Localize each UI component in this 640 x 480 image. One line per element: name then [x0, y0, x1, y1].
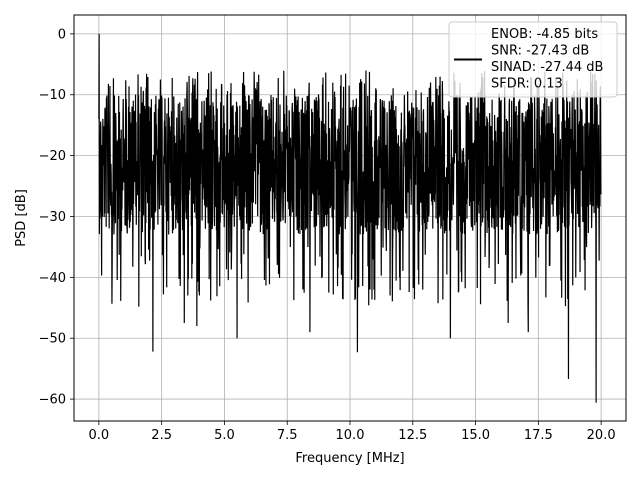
- x-tick-label: 2.5: [151, 428, 172, 443]
- x-tick-label: 5.0: [214, 428, 235, 443]
- y-tick-label: −30: [39, 210, 66, 225]
- legend-box: [448, 21, 618, 98]
- legend: ENOB: -4.85 bits SNR: -27.43 dB SINAD: -…: [448, 21, 618, 98]
- psd-series-line: [98, 33, 602, 403]
- x-tick-label: 20.0: [587, 428, 616, 443]
- y-tick-label: −50: [39, 332, 66, 347]
- x-axis-label: Frequency [MHz]: [295, 451, 404, 466]
- y-axis-label: PSD [dB]: [14, 189, 29, 247]
- y-tick-label: −60: [39, 393, 66, 408]
- x-tick-label: 15.0: [461, 428, 490, 443]
- y-tick-label: 0: [58, 27, 66, 42]
- legend-entry-sinad: SINAD: -27.44 dB: [491, 60, 603, 75]
- y-tick-label: −40: [39, 271, 66, 286]
- legend-entry-sfdr: SFDR: 0.13: [491, 77, 563, 92]
- x-axis-ticks: 0.0 2.5 5.0 7.5 10.0 12.5 15.0 17.5 20.0: [89, 421, 616, 443]
- y-tick-label: −10: [39, 88, 66, 103]
- x-tick-label: 0.0: [89, 428, 110, 443]
- x-tick-label: 10.0: [336, 428, 365, 443]
- x-tick-label: 7.5: [277, 428, 298, 443]
- legend-entry-enob: ENOB: -4.85 bits: [491, 27, 598, 42]
- x-tick-label: 12.5: [398, 428, 427, 443]
- y-tick-label: −20: [39, 149, 66, 164]
- y-axis-ticks: 0 −10 −20 −30 −40 −50 −60: [39, 27, 74, 408]
- x-tick-label: 17.5: [524, 428, 553, 443]
- series-layer: [98, 33, 602, 403]
- legend-entry-snr: SNR: -27.43 dB: [491, 44, 589, 59]
